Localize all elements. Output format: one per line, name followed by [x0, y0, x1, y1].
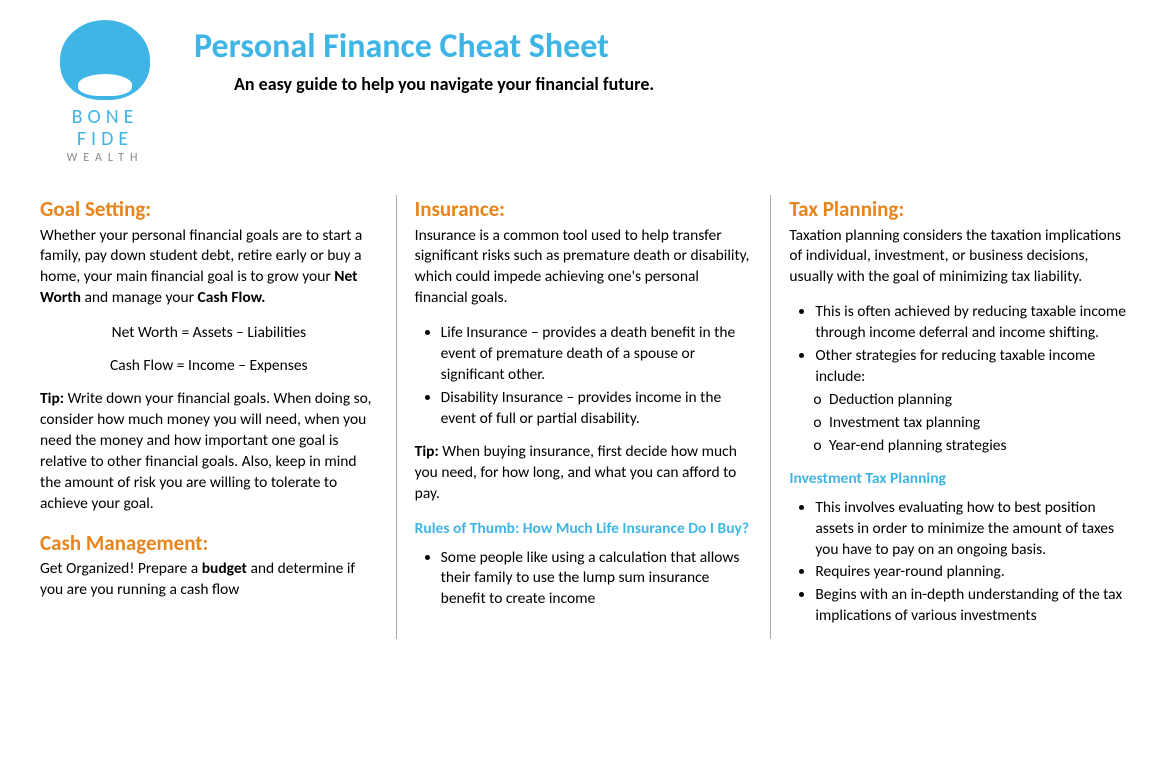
rules-heading: Rules of Thumb: How Much Life Insurance … [415, 519, 753, 540]
section-title-insurance: Insurance: [415, 195, 753, 223]
tip-text: Write down your financial goals. When do… [40, 389, 371, 513]
header: BONE FIDE WEALTH Personal Finance Cheat … [40, 20, 1127, 165]
logo: BONE FIDE WEALTH [40, 20, 170, 165]
goal-intro-b: and manage your [81, 288, 198, 307]
formula-networth: Net Worth = Assets – Liabilities [80, 323, 338, 344]
tip-text: When buying insurance, first decide how … [415, 442, 737, 503]
tip-label: Tip: [40, 389, 64, 408]
investment-heading: Investment Tax Planning [789, 469, 1127, 490]
list-item: This involves evaluating how to best pos… [815, 498, 1127, 561]
list-item: Deduction planning [827, 390, 1127, 411]
column-insurance: Insurance: Insurance is a common tool us… [396, 195, 772, 639]
section-title-tax: Tax Planning: [789, 195, 1127, 223]
tax-bullets1: This is often achieved by reducing taxab… [789, 302, 1127, 456]
logo-line1: BONE [72, 105, 139, 129]
cash-intro: Get Organized! Prepare a budget and dete… [40, 559, 378, 601]
section-title-cash: Cash Management: [40, 529, 378, 557]
list-item: Disability Insurance – provides income i… [441, 388, 753, 430]
goal-intro: Whether your personal financial goals ar… [40, 226, 378, 310]
tip-label: Tip: [415, 442, 439, 461]
list-item: This is often achieved by reducing taxab… [815, 302, 1127, 344]
list-item: Other strategies for reducing taxable in… [815, 346, 1127, 457]
goal-tip: Tip: Write down your financial goals. Wh… [40, 389, 378, 515]
title-block: Personal Finance Cheat Sheet An easy gui… [194, 20, 654, 95]
page-subtitle: An easy guide to help you navigate your … [234, 73, 654, 95]
column-goal-setting: Goal Setting: Whether your personal fina… [40, 195, 396, 639]
bullet-text: Other strategies for reducing taxable in… [815, 346, 1095, 386]
list-item: Begins with an in-depth understanding of… [815, 585, 1127, 627]
formula-cashflow: Cash Flow = Income – Expenses [80, 356, 338, 377]
goal-bold2: Cash Flow. [198, 288, 266, 307]
goal-intro-a: Whether your personal financial goals ar… [40, 226, 362, 287]
insurance-tip: Tip: When buying insurance, first decide… [415, 442, 753, 505]
logo-line2: FIDE [77, 127, 133, 151]
insurance-intro: Insurance is a common tool used to help … [415, 226, 753, 310]
tax-intro: Taxation planning considers the taxation… [789, 226, 1127, 289]
cash-a: Get Organized! Prepare a [40, 559, 202, 578]
tax-sub-bullets: Deduction planning Investment tax planni… [815, 390, 1127, 457]
rules-bullets: Some people like using a calculation tha… [415, 548, 753, 611]
column-tax: Tax Planning: Taxation planning consider… [771, 195, 1127, 639]
list-item: Some people like using a calculation tha… [441, 548, 753, 611]
cash-bold: budget [202, 559, 247, 578]
logo-icon [60, 20, 150, 100]
page-title: Personal Finance Cheat Sheet [194, 26, 654, 67]
logo-text: BONE FIDE WEALTH [67, 106, 144, 165]
logo-line3: WEALTH [67, 152, 144, 165]
list-item: Requires year-round planning. [815, 562, 1127, 583]
insurance-bullets: Life Insurance – provides a death benefi… [415, 323, 753, 430]
list-item: Year-end planning strategies [827, 436, 1127, 457]
list-item: Investment tax planning [827, 413, 1127, 434]
tax-bullets2: This involves evaluating how to best pos… [789, 498, 1127, 628]
list-item: Life Insurance – provides a death benefi… [441, 323, 753, 386]
columns: Goal Setting: Whether your personal fina… [40, 195, 1127, 639]
section-title-goal: Goal Setting: [40, 195, 378, 223]
